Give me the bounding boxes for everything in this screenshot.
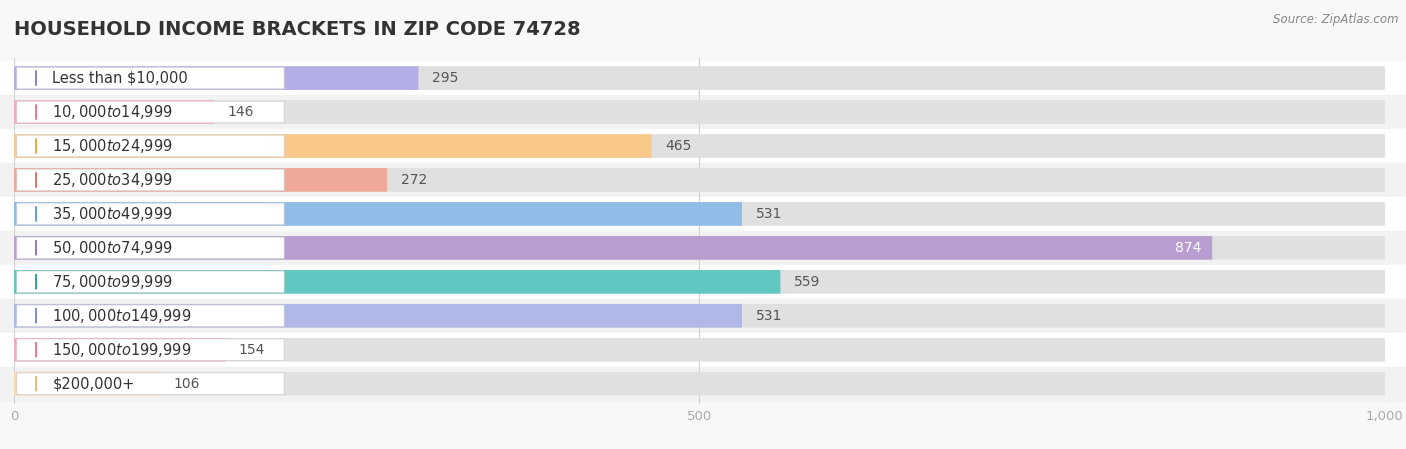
Text: 531: 531 [755, 309, 782, 323]
Bar [0, 163, 1406, 197]
FancyBboxPatch shape [14, 236, 1212, 260]
Text: 272: 272 [401, 173, 427, 187]
Bar [0, 333, 1406, 367]
Bar [0, 265, 1406, 299]
Text: 146: 146 [228, 105, 254, 119]
Text: 874: 874 [1175, 241, 1201, 255]
FancyBboxPatch shape [14, 168, 1385, 192]
FancyBboxPatch shape [14, 304, 742, 328]
FancyBboxPatch shape [14, 372, 1385, 396]
FancyBboxPatch shape [17, 373, 284, 395]
FancyBboxPatch shape [17, 203, 284, 225]
Text: $15,000 to $24,999: $15,000 to $24,999 [52, 137, 173, 155]
Text: Source: ZipAtlas.com: Source: ZipAtlas.com [1274, 13, 1399, 26]
Bar [0, 231, 1406, 265]
Text: $200,000+: $200,000+ [52, 376, 135, 391]
Bar [0, 299, 1406, 333]
FancyBboxPatch shape [14, 236, 1385, 260]
Text: 295: 295 [432, 71, 458, 85]
Text: $35,000 to $49,999: $35,000 to $49,999 [52, 205, 173, 223]
FancyBboxPatch shape [17, 101, 284, 123]
FancyBboxPatch shape [14, 168, 387, 192]
FancyBboxPatch shape [14, 100, 1385, 124]
Text: $75,000 to $99,999: $75,000 to $99,999 [52, 273, 173, 291]
Bar [0, 61, 1406, 95]
Bar [0, 197, 1406, 231]
Text: Less than $10,000: Less than $10,000 [52, 70, 188, 86]
FancyBboxPatch shape [14, 338, 1385, 361]
Text: $10,000 to $14,999: $10,000 to $14,999 [52, 103, 173, 121]
FancyBboxPatch shape [17, 305, 284, 326]
FancyBboxPatch shape [14, 66, 419, 90]
Text: $50,000 to $74,999: $50,000 to $74,999 [52, 239, 173, 257]
FancyBboxPatch shape [17, 135, 284, 157]
Text: $150,000 to $199,999: $150,000 to $199,999 [52, 341, 191, 359]
Text: 559: 559 [794, 275, 821, 289]
Bar [0, 95, 1406, 129]
Text: 531: 531 [755, 207, 782, 221]
FancyBboxPatch shape [17, 271, 284, 293]
FancyBboxPatch shape [14, 372, 159, 396]
FancyBboxPatch shape [17, 67, 284, 89]
FancyBboxPatch shape [17, 339, 284, 361]
Text: 106: 106 [173, 377, 200, 391]
Bar [0, 367, 1406, 401]
FancyBboxPatch shape [14, 202, 742, 226]
FancyBboxPatch shape [14, 134, 651, 158]
FancyBboxPatch shape [14, 134, 1385, 158]
Bar [0, 129, 1406, 163]
FancyBboxPatch shape [14, 202, 1385, 226]
FancyBboxPatch shape [14, 270, 1385, 294]
Text: $25,000 to $34,999: $25,000 to $34,999 [52, 171, 173, 189]
FancyBboxPatch shape [14, 304, 1385, 328]
Text: HOUSEHOLD INCOME BRACKETS IN ZIP CODE 74728: HOUSEHOLD INCOME BRACKETS IN ZIP CODE 74… [14, 20, 581, 39]
Text: 154: 154 [239, 343, 266, 357]
Text: $100,000 to $149,999: $100,000 to $149,999 [52, 307, 191, 325]
FancyBboxPatch shape [14, 338, 225, 361]
FancyBboxPatch shape [17, 237, 284, 259]
Text: 465: 465 [665, 139, 692, 153]
FancyBboxPatch shape [14, 66, 1385, 90]
FancyBboxPatch shape [14, 100, 214, 124]
FancyBboxPatch shape [14, 270, 780, 294]
FancyBboxPatch shape [17, 169, 284, 191]
